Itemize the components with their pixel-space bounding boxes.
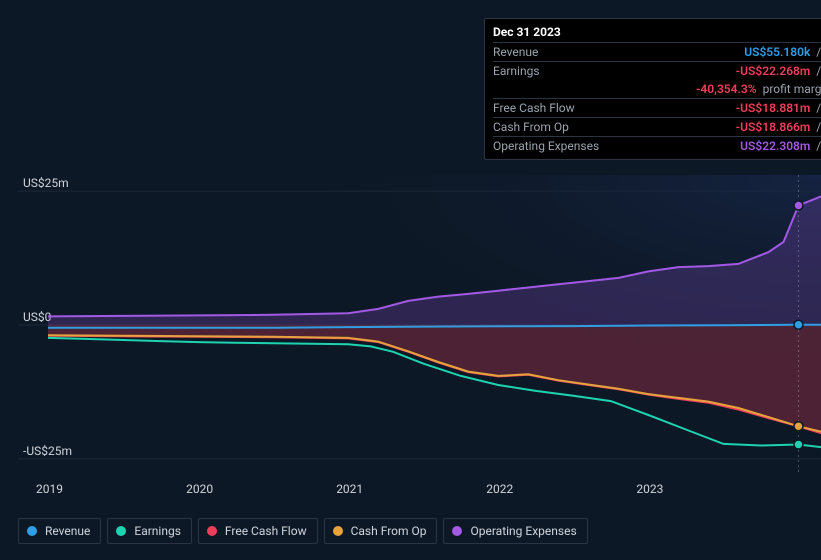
tooltip-row-value: -US$18.881m /yr (736, 101, 821, 115)
legend-swatch-icon (333, 526, 343, 536)
legend-item[interactable]: Revenue (18, 518, 101, 544)
legend: Revenue Earnings Free Cash Flow Cash From O… (18, 518, 588, 544)
tooltip-row-label: Revenue (493, 45, 538, 59)
tooltip-row: Cash From Op -US$18.866m /yr (493, 117, 821, 136)
tooltip-date: Dec 31 2023 (493, 25, 821, 42)
tooltip-row-value: US$55.180k /yr (744, 45, 821, 59)
legend-label: Cash From Op (351, 524, 427, 538)
plot-area[interactable] (18, 175, 821, 475)
legend-swatch-icon (207, 526, 217, 536)
tooltip-row-label: Operating Expenses (493, 139, 599, 153)
tooltip-row-label: Cash From Op (493, 120, 569, 134)
tooltip-row: Revenue US$55.180k /yr (493, 42, 821, 61)
x-tick-label: 2019 (36, 482, 63, 496)
legend-item[interactable]: Operating Expenses (443, 518, 587, 544)
legend-label: Earnings (134, 524, 181, 538)
tooltip-row-value: -US$22.268m /yr (736, 64, 821, 78)
tooltip-row: Operating Expenses US$22.308m /yr (493, 136, 821, 155)
tooltip-rows: Revenue US$55.180k /yr Earnings -US$22.268m… (493, 42, 821, 155)
tooltip-row-value: -40,354.3% profit margin (696, 82, 821, 96)
legend-swatch-icon (452, 526, 462, 536)
tooltip-panel: Dec 31 2023 Revenue US$55.180k /yr Earning… (484, 18, 821, 160)
x-tick-label: 2023 (636, 482, 663, 496)
x-tick-label: 2020 (186, 482, 213, 496)
legend-item[interactable]: Free Cash Flow (198, 518, 318, 544)
legend-item[interactable]: Cash From Op (324, 518, 438, 544)
tooltip-row-value: -US$18.866m /yr (736, 120, 821, 134)
tooltip-row-value: US$22.308m /yr (740, 139, 821, 153)
x-tick-label: 2022 (486, 482, 513, 496)
legend-label: Free Cash Flow (225, 524, 307, 538)
tooltip-row: -40,354.3% profit margin (493, 80, 821, 98)
tooltip-row-label: Free Cash Flow (493, 101, 575, 115)
legend-swatch-icon (116, 526, 126, 536)
x-tick-label: 2021 (336, 482, 363, 496)
legend-item[interactable]: Earnings (107, 518, 192, 544)
tooltip-row: Free Cash Flow -US$18.881m /yr (493, 98, 821, 117)
legend-label: Revenue (45, 524, 90, 538)
tooltip-row: Earnings -US$22.268m /yr (493, 61, 821, 80)
financial-chart: Dec 31 2023 Revenue US$55.180k /yr Earning… (18, 0, 821, 560)
legend-label: Operating Expenses (470, 524, 576, 538)
tooltip-row-label: Earnings (493, 64, 540, 78)
x-axis: 2019 2020 2021 2022 2023 (18, 482, 821, 502)
legend-swatch-icon (27, 526, 37, 536)
